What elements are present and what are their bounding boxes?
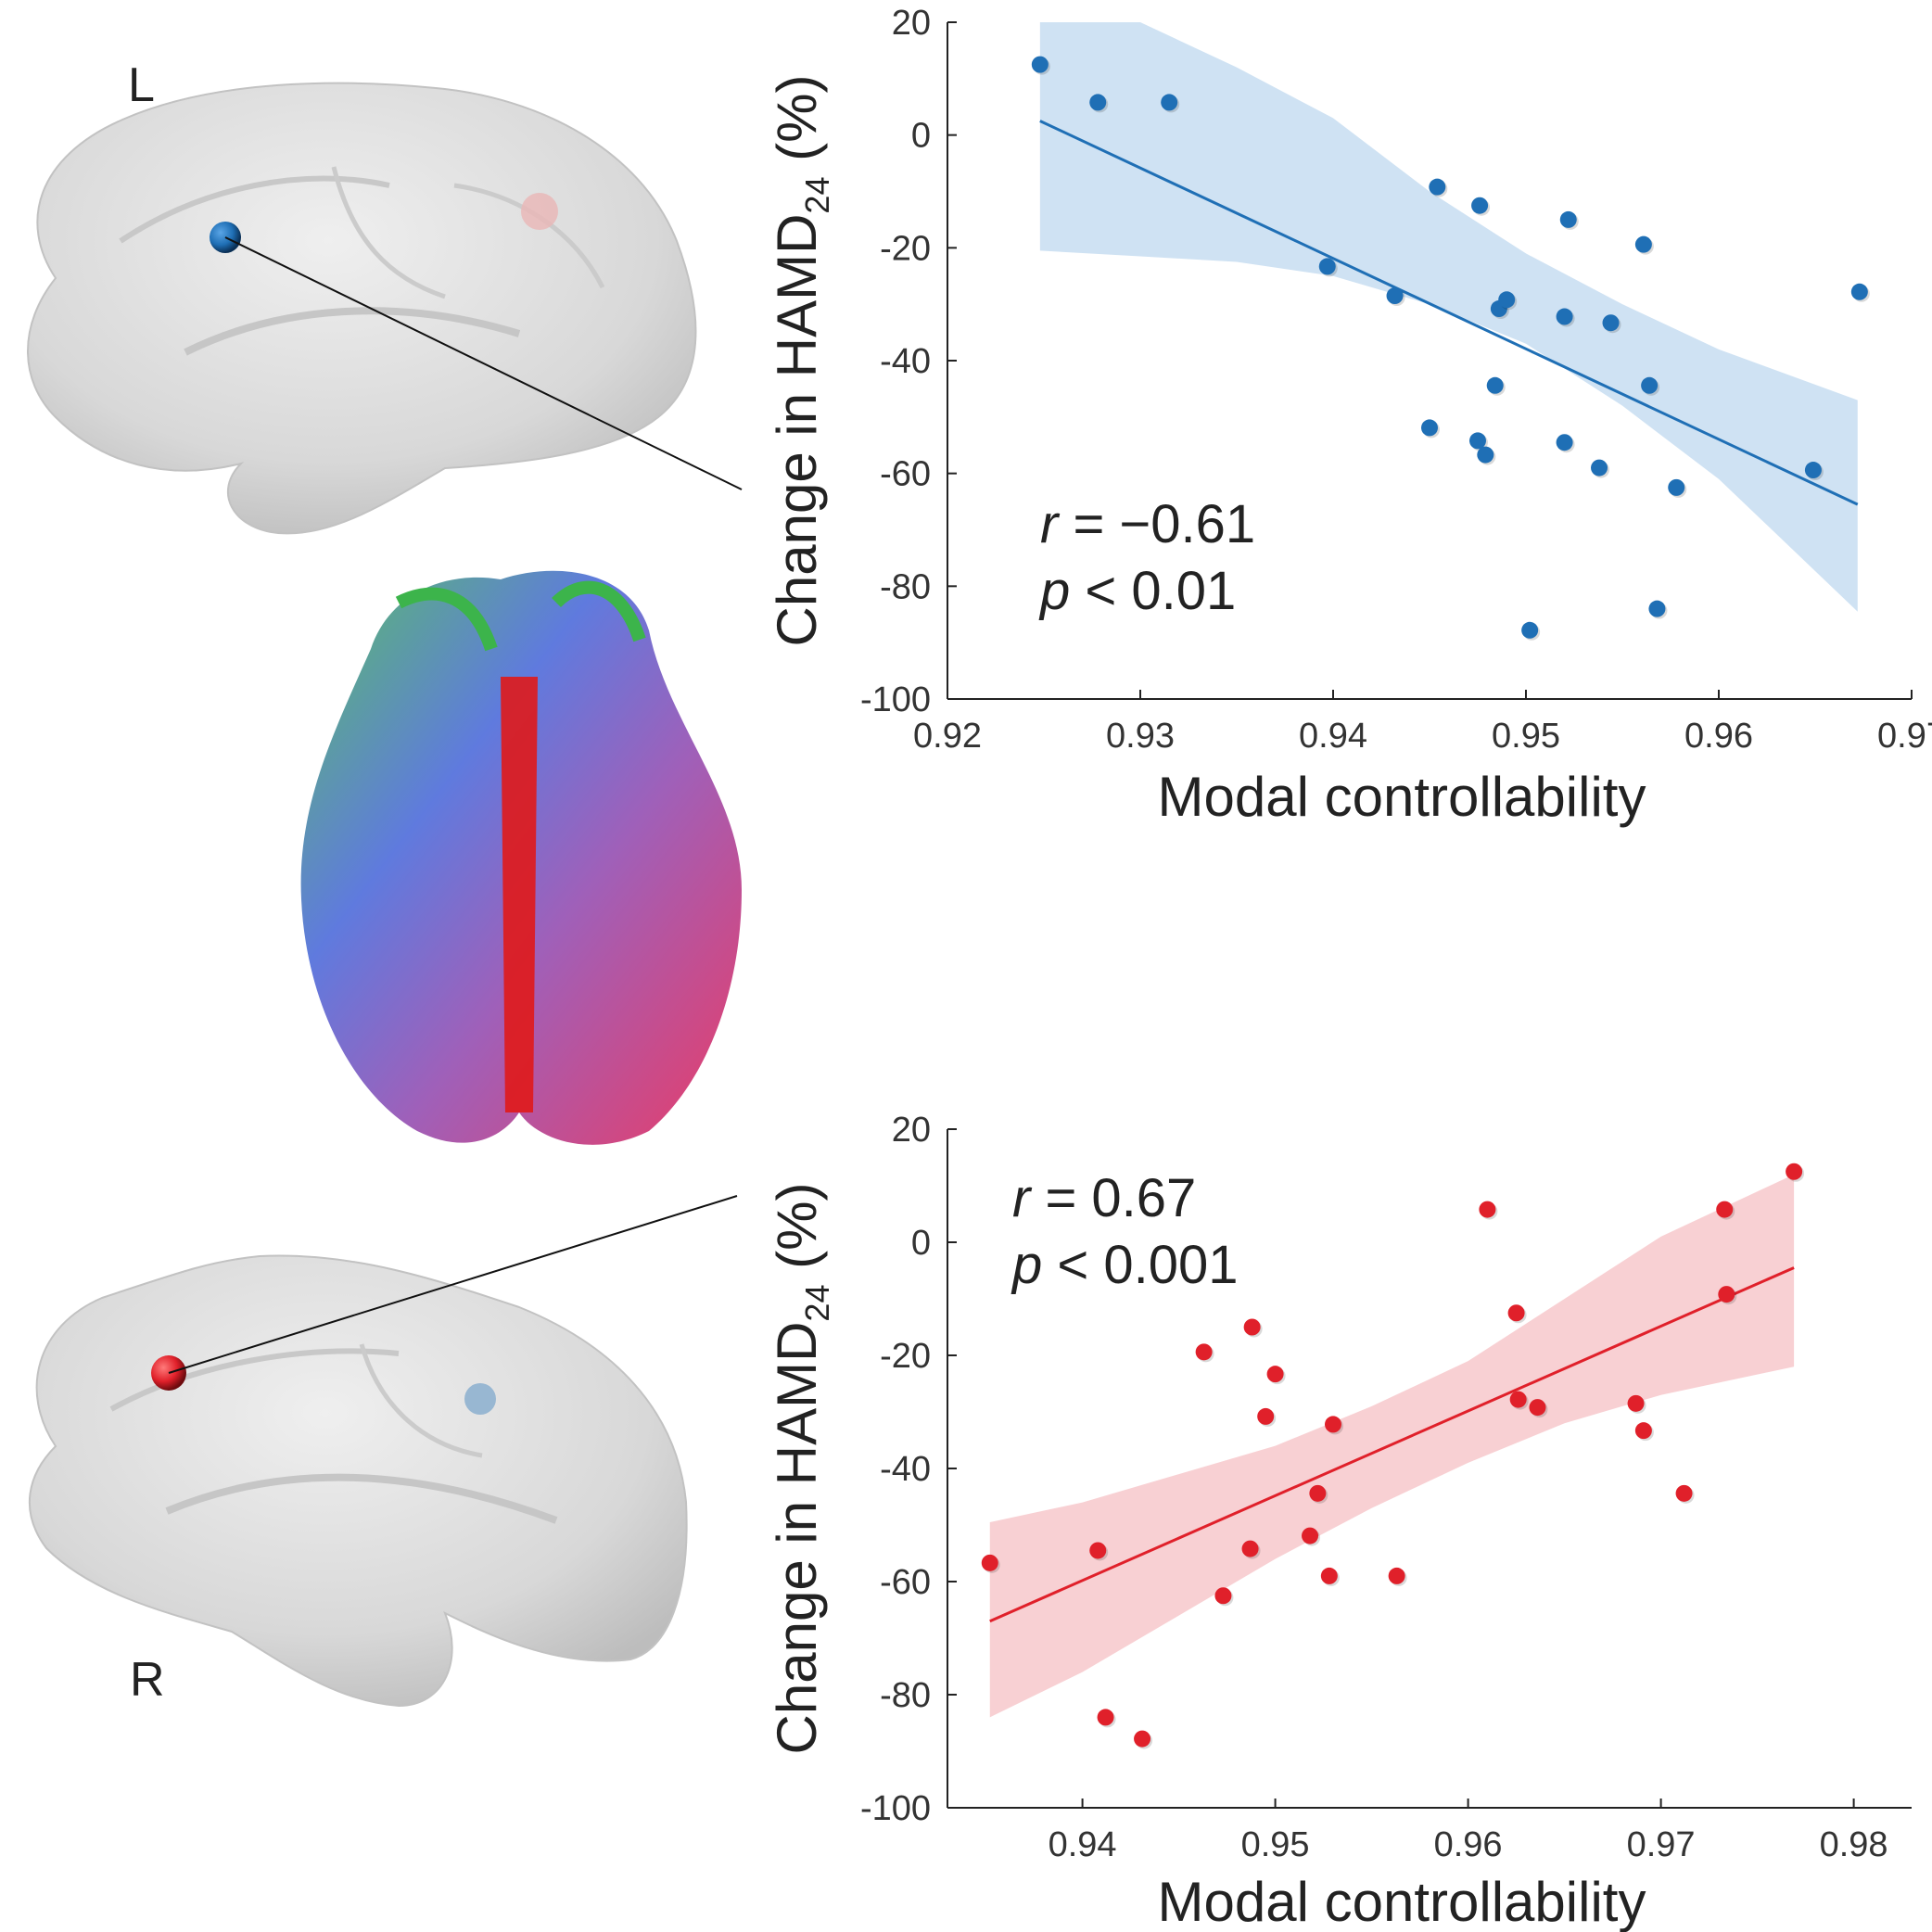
data-point: [1716, 1201, 1734, 1218]
tractography-image: [300, 570, 742, 1145]
data-point: [1718, 1286, 1735, 1303]
y-tick-label: 0: [911, 1224, 931, 1263]
regression-line: [989, 1266, 1795, 1623]
data-point: [1477, 446, 1494, 464]
data-point: [1556, 308, 1573, 325]
y-tick-label: -80: [880, 567, 931, 606]
data-point: [1556, 434, 1573, 451]
y-tick-label: -60: [880, 455, 931, 494]
connector-line-bottom: [168, 1195, 738, 1374]
data-point: [1471, 197, 1489, 214]
x-tick-label: 0.95: [1492, 717, 1560, 756]
stat-r: r = 0.67: [1012, 1168, 1196, 1228]
x-axis-title: Modal controllability: [1158, 766, 1646, 828]
data-point: [1309, 1484, 1327, 1502]
y-tick-label: -40: [880, 1450, 931, 1489]
data-point: [1634, 1422, 1652, 1440]
data-point: [1325, 1416, 1341, 1433]
data-point: [1486, 376, 1504, 394]
blue-node-marker: [210, 222, 241, 253]
stat-p: p < 0.001: [1010, 1235, 1239, 1295]
data-point: [1507, 1304, 1525, 1322]
x-tick-label: 0.96: [1434, 1825, 1503, 1864]
data-point: [1591, 459, 1608, 477]
y-tick-label: 0: [911, 117, 931, 156]
data-point: [1388, 1567, 1405, 1584]
data-point: [1421, 419, 1438, 437]
x-tick-label: 0.94: [1049, 1825, 1117, 1864]
data-point: [1302, 1527, 1319, 1544]
confidence-band: [1039, 22, 1858, 612]
data-point: [1509, 1391, 1527, 1408]
y-tick-label: -20: [880, 229, 931, 268]
y-tick-label: 20: [892, 1111, 931, 1150]
data-point: [1668, 478, 1685, 496]
x-tick-label: 0.93: [1106, 717, 1175, 756]
data-point: [1429, 178, 1446, 196]
data-point: [1602, 314, 1620, 332]
x-tick-label: 0.97: [1877, 717, 1932, 756]
x-tick-label: 0.92: [913, 717, 982, 756]
data-point: [1521, 621, 1539, 639]
data-point: [1195, 1343, 1213, 1361]
data-point: [1804, 462, 1822, 479]
data-point: [1786, 1163, 1803, 1180]
data-point: [1089, 94, 1107, 111]
scatter-chart-bottom: 20 0 -20 -40 -60 -80 -100 0.94 0.95 0.96 0.97 0.98 M…: [766, 1111, 1912, 1932]
x-tick-label: 0.96: [1684, 717, 1753, 756]
data-point: [1097, 1709, 1114, 1726]
y-tick-label: -20: [880, 1337, 931, 1376]
data-point: [1675, 1484, 1693, 1502]
data-point: [1089, 1542, 1107, 1559]
data-point: [1559, 210, 1577, 228]
hemisphere-label-left: L: [128, 58, 155, 112]
y-tick-label: -100: [860, 1789, 931, 1828]
data-point: [1243, 1318, 1261, 1336]
x-tick-label: 0.97: [1627, 1825, 1696, 1864]
x-tick-label: 0.95: [1241, 1825, 1310, 1864]
hemisphere-label-right: R: [130, 1653, 165, 1707]
data-point: [1529, 1399, 1546, 1417]
data-point: [1479, 1201, 1496, 1218]
data-point: [1257, 1407, 1275, 1425]
data-point: [1641, 376, 1659, 394]
y-tick-label: -60: [880, 1563, 931, 1602]
data-point: [1648, 600, 1666, 617]
data-point: [1214, 1587, 1232, 1605]
y-axis-title: Change in HAMD24 (%): [766, 1183, 836, 1755]
data-point: [1634, 235, 1652, 253]
data-point: [981, 1554, 998, 1571]
x-tick-label: 0.94: [1299, 717, 1367, 756]
y-tick-label: 20: [892, 4, 931, 43]
data-point: [1266, 1366, 1284, 1383]
data-point: [1320, 1567, 1338, 1584]
data-point: [1386, 287, 1404, 305]
data-point: [1498, 291, 1516, 309]
y-tick-label: -80: [880, 1676, 931, 1715]
data-point: [1031, 56, 1049, 73]
data-point: [1241, 1540, 1259, 1557]
data-point: [1627, 1394, 1645, 1412]
data-point: [1850, 283, 1868, 300]
data-point: [1469, 432, 1486, 450]
faded-blue-node-marker: [464, 1383, 496, 1415]
brain-right-hemisphere: [28, 1254, 688, 1708]
x-axis-title: Modal controllability: [1158, 1871, 1646, 1932]
data-point: [1318, 258, 1336, 275]
y-tick-label: -40: [880, 342, 931, 381]
data-point: [1134, 1730, 1151, 1748]
x-tick-label: 0.98: [1820, 1825, 1888, 1864]
y-tick-label: -100: [860, 680, 931, 719]
y-axis-title: Change in HAMD24 (%): [766, 75, 836, 647]
regression-line: [1039, 120, 1859, 506]
brain-left-hemisphere: [27, 82, 697, 535]
data-point: [1161, 94, 1178, 111]
stat-p: p < 0.01: [1038, 561, 1236, 621]
stat-r: r = −0.61: [1040, 494, 1255, 554]
faded-red-node-marker: [521, 193, 558, 230]
connector-line-top: [224, 236, 743, 490]
